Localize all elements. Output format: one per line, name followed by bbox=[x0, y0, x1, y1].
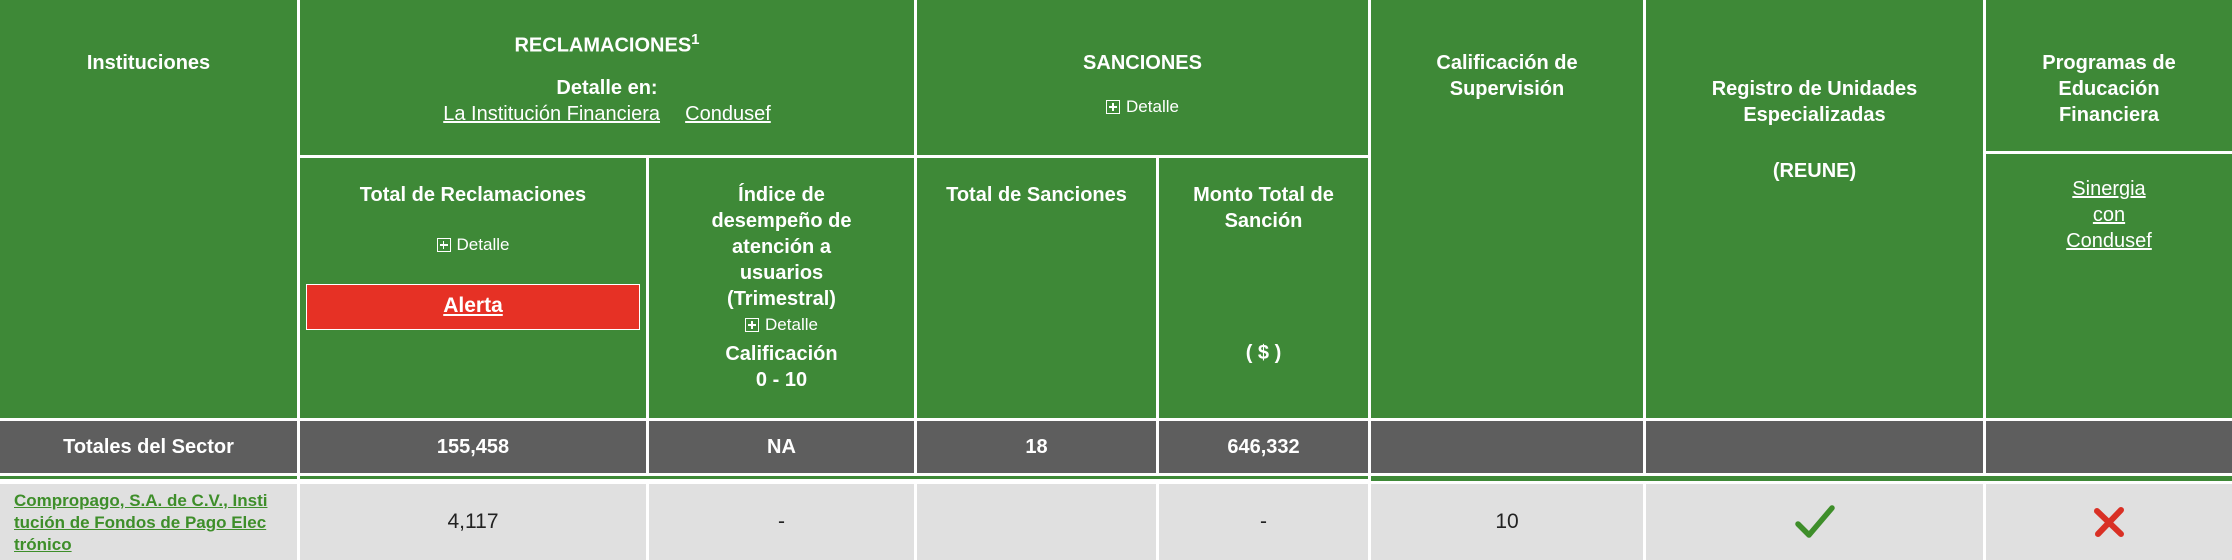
header-reclamaciones: RECLAMACIONES1 Detalle en: La Institució… bbox=[300, 0, 914, 155]
header-reune-abbr: (REUNE) bbox=[1772, 160, 1857, 182]
row-monto-value: - bbox=[1260, 510, 1267, 533]
header-sanciones-label: SANCIONES bbox=[1083, 52, 1202, 74]
detalle-en-label: Detalle en: bbox=[556, 76, 658, 99]
header-total-reclamaciones-label: Total de Reclamaciones bbox=[359, 184, 587, 206]
header-instituciones-label: Instituciones bbox=[86, 52, 211, 74]
header-total-sanciones: Total de Sanciones bbox=[917, 158, 1156, 418]
totals-reclamaciones-value: 155,458 bbox=[436, 436, 510, 458]
institution-link-line2: tución de Fondos de Pago Elec bbox=[14, 513, 267, 532]
link-sinergia-line2[interactable]: con bbox=[2092, 204, 2126, 226]
link-sinergia-line1[interactable]: Sinergia bbox=[2072, 178, 2146, 200]
expand-icon bbox=[745, 318, 760, 332]
totals-reune bbox=[1646, 421, 1983, 473]
totals-programas bbox=[1986, 421, 2232, 473]
header-programas-label: Programas de Educación Financiera bbox=[2042, 52, 2176, 126]
sanciones-detalle-label: Detalle bbox=[1126, 97, 1179, 116]
row-monto: - bbox=[1159, 484, 1368, 560]
institution-link[interactable]: Compropago, S.A. de C.V., Insti tución d… bbox=[14, 490, 287, 556]
reclamaciones-detalle-label: Detalle bbox=[456, 235, 510, 254]
separator-line bbox=[0, 476, 297, 479]
totals-monto: 646,332 bbox=[1159, 421, 1368, 473]
totals-monto-value: 646,332 bbox=[1227, 436, 1300, 458]
totals-label: Totales del Sector bbox=[63, 436, 234, 458]
indice-line4: usuarios bbox=[739, 262, 824, 284]
totals-indice: NA bbox=[649, 421, 914, 473]
indice-line5: (Trimestral) bbox=[727, 288, 836, 310]
header-reclamaciones-label: RECLAMACIONES bbox=[514, 34, 692, 57]
totals-sanciones-value: 18 bbox=[1025, 436, 1048, 458]
row-reclamaciones-value: 4,117 bbox=[447, 510, 499, 533]
alerta-button[interactable]: Alerta bbox=[306, 284, 640, 330]
header-calificacion-supervision-label: Calificación de Supervisión bbox=[1436, 52, 1578, 100]
separator-line bbox=[1371, 476, 2232, 481]
calificacion-rango: 0 - 10 bbox=[755, 369, 808, 391]
sanciones-detalle-toggle[interactable]: Detalle bbox=[1106, 94, 1179, 120]
header-instituciones: Instituciones bbox=[0, 0, 297, 418]
totals-label-cell: Totales del Sector bbox=[0, 421, 297, 473]
table-row: Compropago, S.A. de C.V., Insti tución d… bbox=[0, 484, 297, 560]
header-reune-title: Registro de Unidades Especializadas bbox=[1711, 78, 1918, 126]
row-calificacion-value: 10 bbox=[1495, 510, 1519, 533]
totals-indice-value: NA bbox=[767, 436, 796, 458]
expand-icon bbox=[436, 238, 451, 252]
row-sanciones bbox=[917, 484, 1156, 560]
header-reune: Registro de Unidades Especializadas (REU… bbox=[1646, 0, 1983, 418]
link-institucion-financiera[interactable]: La Institución Financiera bbox=[443, 102, 661, 125]
reclamaciones-detalle-toggle[interactable]: Detalle bbox=[436, 232, 510, 258]
totals-reclamaciones: 155,458 bbox=[300, 421, 646, 473]
row-calificacion: 10 bbox=[1371, 484, 1643, 560]
header-moneda: ( $ ) bbox=[1245, 342, 1282, 364]
indice-line3: atención a bbox=[732, 236, 831, 258]
row-indice-value: - bbox=[778, 510, 785, 533]
header-total-sanciones-label: Total de Sanciones bbox=[946, 184, 1127, 206]
separator-line bbox=[300, 476, 1368, 479]
link-condusef[interactable]: Condusef bbox=[685, 102, 771, 125]
totals-calificacion bbox=[1371, 421, 1643, 473]
institution-link-line3: trónico bbox=[14, 535, 72, 554]
header-monto-total-label: Monto Total de Sanción bbox=[1193, 184, 1334, 232]
header-monto-total: Monto Total de Sanción ( $ ) bbox=[1159, 158, 1368, 418]
indice-detalle-toggle[interactable]: Detalle bbox=[745, 312, 818, 338]
header-programas: Programas de Educación Financiera bbox=[1986, 0, 2232, 151]
header-sinergia: Sinergia con Condusef bbox=[1986, 154, 2232, 418]
calificacion-label: Calificación bbox=[725, 343, 838, 365]
indice-detalle-label: Detalle bbox=[765, 315, 818, 334]
row-indice: - bbox=[649, 484, 914, 560]
row-reclamaciones: 4,117 bbox=[300, 484, 646, 560]
row-programas bbox=[1986, 484, 2232, 560]
check-icon bbox=[1794, 505, 1835, 538]
footnote-marker: 1 bbox=[691, 31, 700, 48]
cross-icon bbox=[2094, 507, 2124, 537]
totals-sanciones: 18 bbox=[917, 421, 1156, 473]
indice-line1: Índice de bbox=[738, 184, 825, 206]
institution-link-line1: Compropago, S.A. de C.V., Insti bbox=[14, 491, 268, 510]
header-total-reclamaciones: Total de Reclamaciones Detalle Alerta bbox=[300, 158, 646, 418]
row-reune bbox=[1646, 484, 1983, 560]
expand-icon bbox=[1106, 100, 1121, 114]
link-sinergia-line3[interactable]: Condusef bbox=[2066, 230, 2152, 252]
header-sanciones: SANCIONES Detalle bbox=[917, 0, 1368, 155]
header-indice-desempeno: Índice de desempeño de atención a usuari… bbox=[649, 158, 914, 418]
indice-line2: desempeño de bbox=[711, 210, 852, 232]
header-calificacion-supervision: Calificación de Supervisión bbox=[1371, 0, 1643, 418]
